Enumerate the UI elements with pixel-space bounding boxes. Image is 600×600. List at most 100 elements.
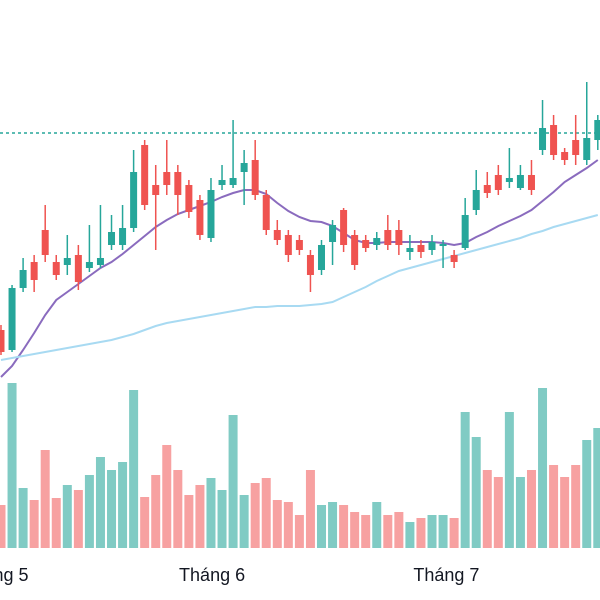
candle-body [505, 178, 513, 182]
candle-body [373, 238, 381, 245]
candle-body [317, 245, 325, 270]
candle-body [196, 200, 204, 235]
volume-bar [107, 470, 117, 548]
candle-body [472, 190, 480, 210]
volume-bar [405, 522, 415, 548]
volume-bar [162, 445, 172, 548]
candle-body [63, 258, 71, 265]
volume-bar [7, 383, 17, 548]
volume-bar [206, 478, 216, 548]
volume-bar [73, 490, 83, 548]
candle-body [450, 255, 458, 262]
candle-body [240, 163, 248, 172]
candle-body [251, 160, 259, 195]
candle-body [461, 215, 469, 248]
candle-body [229, 178, 237, 185]
volume-bar [305, 470, 315, 548]
candle-body [351, 235, 359, 265]
candle-body [185, 185, 193, 212]
volume-bar [272, 500, 282, 548]
volume-bar [471, 437, 481, 548]
candle-body [594, 120, 600, 140]
candle-body [561, 152, 569, 160]
volume-bar [283, 502, 293, 548]
volume-bar [560, 477, 570, 548]
candle-body [96, 258, 104, 265]
volume-bar [195, 485, 205, 548]
candle-body [119, 228, 127, 245]
candle-body [583, 138, 591, 160]
candle-body [85, 262, 93, 268]
volume-bar [361, 515, 371, 548]
candle-body [30, 262, 38, 280]
volume-bar [250, 483, 260, 548]
volume-bar [151, 475, 161, 548]
volume-bar [328, 502, 338, 548]
candle-body [218, 180, 226, 185]
volume-bar [460, 412, 470, 548]
volume-bar [129, 390, 139, 548]
candle-body [395, 230, 403, 245]
volume-bar [416, 518, 426, 548]
volume-bar [95, 457, 105, 548]
candle-body [141, 145, 149, 205]
volume-bar [239, 495, 249, 548]
volume-bar [228, 415, 238, 548]
candle-body [384, 230, 392, 245]
candle-body [19, 270, 27, 288]
volume-bar [316, 505, 326, 548]
candle-body [572, 140, 580, 155]
candle-body [539, 128, 547, 150]
candle-body [52, 262, 60, 275]
candle-body [41, 230, 49, 255]
volume-bar [350, 512, 360, 548]
volume-bar [140, 497, 150, 548]
candle-body [163, 172, 171, 185]
volume-bar [504, 412, 514, 548]
candle-body [362, 240, 370, 248]
moving-average-line [0, 214, 599, 361]
candle-body [417, 245, 425, 252]
candle-body [428, 242, 436, 250]
volume-bar [0, 505, 6, 548]
volume-bar [84, 475, 94, 548]
candle-body [439, 244, 447, 246]
candle-body [130, 172, 138, 228]
x-tick-label: Tháng 5 [0, 565, 29, 585]
candle-body [262, 195, 270, 230]
volume-bar [383, 515, 393, 548]
candle-body [0, 330, 5, 352]
x-tick-label: Tháng 6 [179, 565, 245, 585]
volume-bar [29, 500, 39, 548]
volume-bar [184, 495, 194, 548]
volume-bar [482, 470, 492, 548]
volume-bar [427, 515, 437, 548]
volume-bar [571, 465, 581, 548]
candle-body [295, 240, 303, 250]
candle-body [273, 230, 281, 240]
volume-bar [62, 485, 72, 548]
candle-body [284, 235, 292, 255]
volume-bar [51, 498, 61, 548]
x-tick-label: Tháng 7 [413, 565, 479, 585]
candle-body [483, 185, 491, 193]
candle-body [8, 288, 16, 350]
volume-bar [261, 478, 271, 548]
candle-body [152, 185, 160, 195]
volume-bar [538, 388, 548, 548]
volume-bar [372, 502, 382, 548]
volume-bar [339, 505, 349, 548]
candle-body [340, 210, 348, 245]
candle-body [108, 232, 116, 245]
candle-body [406, 248, 414, 252]
volume-bar [582, 440, 592, 548]
volume-bar [438, 515, 448, 548]
candle-body [207, 190, 215, 238]
candle-body [527, 175, 535, 190]
volume-bar [449, 518, 459, 548]
volume-bar [593, 428, 600, 548]
candle-body [174, 172, 182, 195]
volume-bar [18, 488, 28, 548]
